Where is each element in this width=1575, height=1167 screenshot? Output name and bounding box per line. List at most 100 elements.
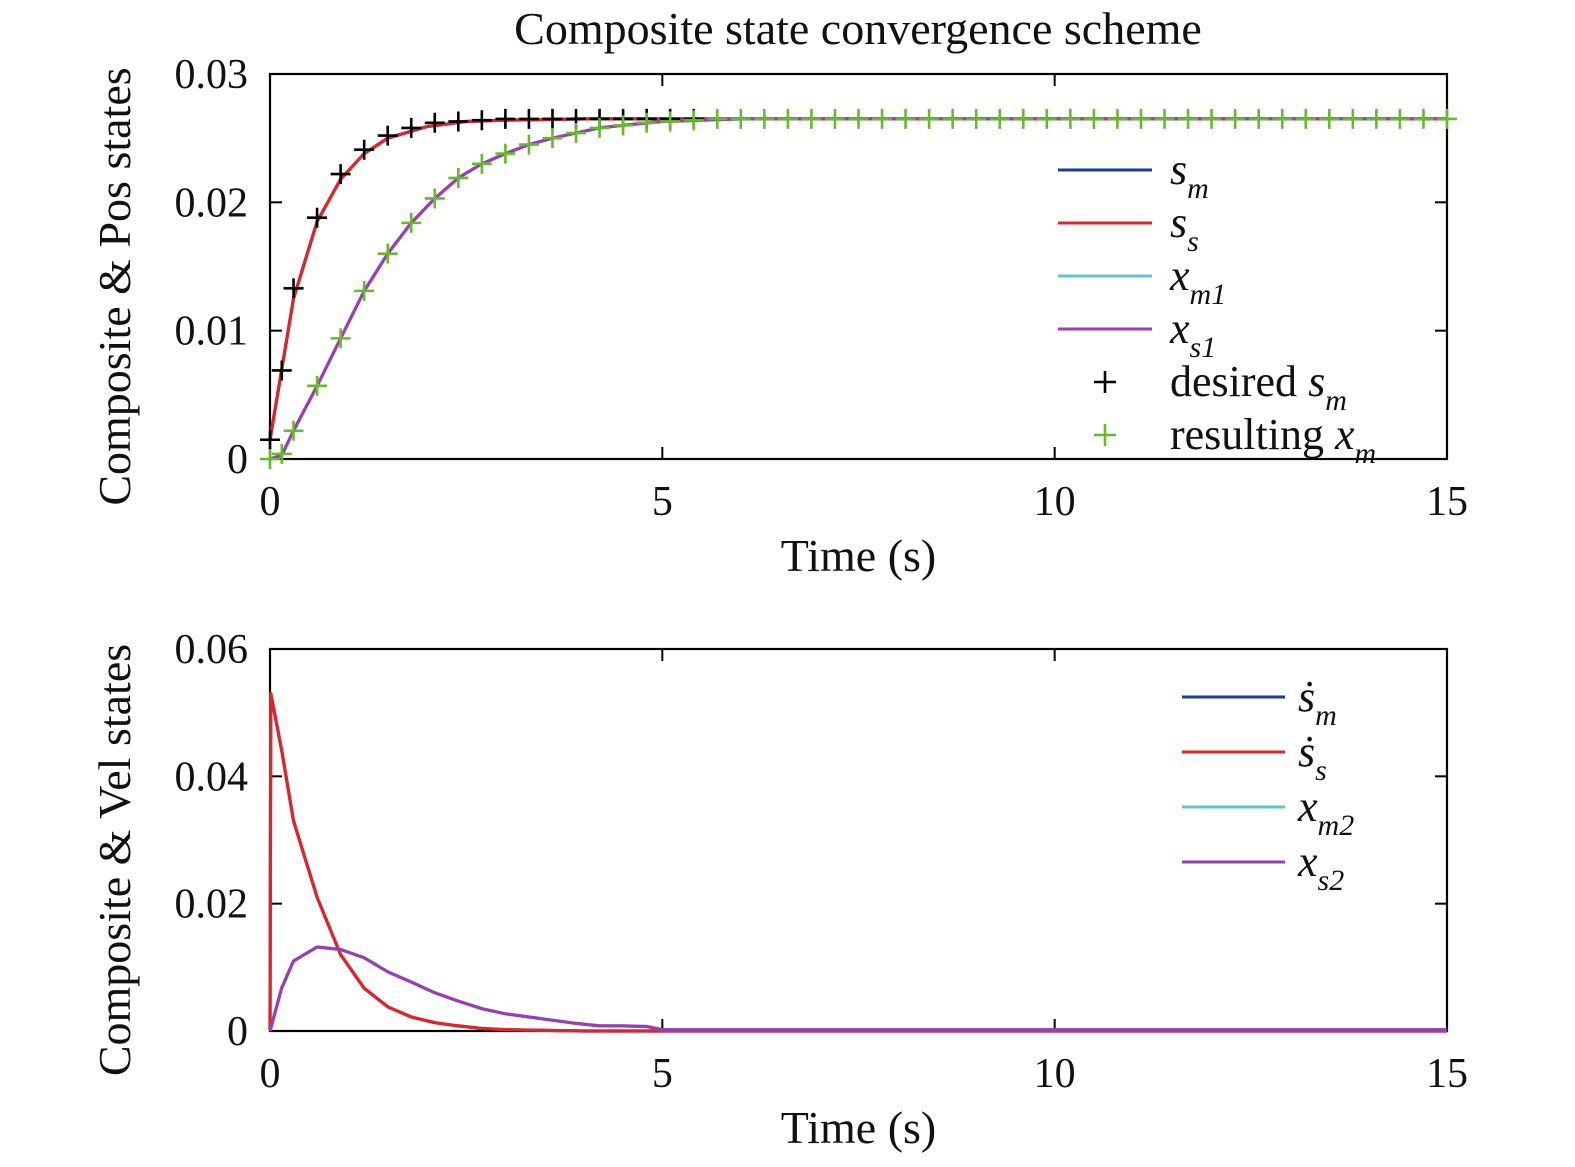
top-marker-resulting-x-m <box>495 143 516 164</box>
top-marker-resulting-x-m <box>707 108 728 129</box>
bottom-ticks: 0 5 10 15 0 0.02 0.04 0.06 <box>175 627 1469 1097</box>
bottom-y-tick-label: 0.02 <box>175 882 249 928</box>
bottom-legend-label-ṡ-s: ṡs <box>1298 727 1327 787</box>
top-series-line-x-m1 <box>269 117 1447 461</box>
bottom-y-axis-label: Composite & Vel states <box>89 644 140 1076</box>
top-marker-resulting-x-m <box>660 111 681 132</box>
bottom-x-tick-label: 15 <box>1426 1051 1468 1097</box>
top-marker-resulting-x-m <box>566 123 587 144</box>
top-legend-swatch-resulting-x-m <box>1094 424 1116 446</box>
top-marker-resulting-x-m <box>283 420 304 441</box>
top-marker-desired-s-m <box>448 111 469 132</box>
top-marker-resulting-x-m <box>1130 108 1151 129</box>
bottom-y-tick-label: 0.04 <box>175 754 249 800</box>
top-marker-resulting-x-m <box>1107 108 1128 129</box>
top-y-tick-label: 0 <box>227 437 248 483</box>
top-marker-desired-s-m <box>401 117 422 138</box>
top-marker-resulting-x-m <box>448 167 469 188</box>
bottom-series-line-x-m2 <box>268 945 1447 1032</box>
top-legend-label-x-s1: xs1 <box>1169 304 1216 364</box>
top-legend-label-s-s: ss <box>1170 198 1199 258</box>
bottom-x-axis-label: Time (s) <box>781 1102 937 1153</box>
top-ticks: 0 5 10 15 0 0.01 0.02 0.03 <box>175 52 1469 525</box>
top-marker-resulting-x-m <box>1366 108 1387 129</box>
top-marker-resulting-x-m <box>1154 108 1175 129</box>
top-marker-desired-s-m <box>518 108 539 129</box>
top-marker-resulting-x-m <box>518 134 539 155</box>
top-marker-resulting-x-m <box>1201 108 1222 129</box>
bottom-x-tick-label: 10 <box>1034 1051 1076 1097</box>
top-marker-resulting-x-m <box>471 153 492 174</box>
bottom-x-tick-label: 5 <box>652 1051 673 1097</box>
top-x-tick-label: 10 <box>1034 479 1076 525</box>
top-y-axis-label: Composite & Pos states <box>89 67 140 505</box>
bottom-y-tick-label: 0 <box>227 1009 248 1055</box>
top-marker-resulting-x-m <box>919 108 940 129</box>
bottom-x-tick-label: 0 <box>260 1051 281 1097</box>
top-marker-desired-s-m <box>424 112 445 133</box>
top-marker-resulting-x-m <box>330 328 351 349</box>
bottom-legend-label-x-m2: xm2 <box>1297 782 1354 842</box>
top-marker-resulting-x-m <box>777 108 798 129</box>
bottom-series <box>268 691 1447 1033</box>
top-marker-resulting-x-m <box>260 449 280 469</box>
bottom-legend-label-ṡ-m: ṡm <box>1298 672 1337 732</box>
top-x-tick-label: 5 <box>652 479 673 525</box>
top-legend-label-x-m1: xm1 <box>1169 251 1226 311</box>
top-marker-resulting-x-m <box>848 108 869 129</box>
bottom-plot-frame <box>268 647 1449 1033</box>
bottom-series-line-x-s2 <box>268 945 1447 1032</box>
top-marker-resulting-x-m <box>1013 108 1034 129</box>
top-marker-resulting-x-m <box>754 108 775 129</box>
top-marker-resulting-x-m <box>1225 108 1246 129</box>
top-marker-resulting-x-m <box>895 108 916 129</box>
top-marker-resulting-x-m <box>424 188 445 209</box>
top-marker-resulting-x-m <box>683 110 704 131</box>
bottom-y-tick-label: 0.06 <box>175 627 249 673</box>
top-marker-resulting-x-m <box>542 128 563 149</box>
top-marker-desired-s-m <box>354 139 375 160</box>
top-legend-label-s-m: sm <box>1170 145 1209 205</box>
top-plot-frame <box>268 72 1449 461</box>
top-y-tick-label: 0.03 <box>175 52 249 98</box>
top-marker-desired-s-m <box>471 110 492 131</box>
top-marker-resulting-x-m <box>377 243 398 264</box>
bottom-legend-label-x-s2: xs2 <box>1297 837 1344 897</box>
top-marker-resulting-x-m <box>354 280 375 301</box>
top-marker-resulting-x-m <box>730 108 751 129</box>
top-marker-resulting-x-m <box>636 112 657 133</box>
top-marker-desired-s-m <box>271 360 292 381</box>
top-marker-resulting-x-m <box>1295 108 1316 129</box>
top-marker-resulting-x-m <box>1178 108 1199 129</box>
top-marker-desired-s-m <box>260 429 280 450</box>
top-x-tick-label: 0 <box>260 479 281 525</box>
top-marker-resulting-x-m <box>1083 108 1104 129</box>
top-series-line-x-s1 <box>269 117 1447 461</box>
top-marker-resulting-x-m <box>1389 108 1410 129</box>
top-marker-desired-s-m <box>307 207 328 228</box>
top-marker-desired-s-m <box>495 108 516 129</box>
top-marker-desired-s-m <box>283 278 304 299</box>
top-marker-resulting-x-m <box>1437 108 1457 129</box>
top-marker-resulting-x-m <box>307 375 328 396</box>
top-x-tick-label: 15 <box>1426 479 1468 525</box>
top-marker-resulting-x-m <box>1319 108 1340 129</box>
top-marker-resulting-x-m <box>1413 108 1434 129</box>
top-y-tick-label: 0.01 <box>175 309 249 355</box>
top-marker-desired-s-m <box>330 164 351 185</box>
top-legend-label-desired-s-m: desired sm <box>1170 357 1347 417</box>
bottom-series-line-ṡ-s <box>268 691 1447 1033</box>
top-marker-resulting-x-m <box>1248 108 1269 129</box>
top-marker-resulting-x-m <box>1342 108 1363 129</box>
top-legend-label-resulting-x-m: resulting xm <box>1170 410 1376 470</box>
top-marker-resulting-x-m <box>824 108 845 129</box>
top-x-axis-label: Time (s) <box>781 530 937 581</box>
top-marker-desired-s-m <box>542 108 563 129</box>
top-y-tick-label: 0.02 <box>175 180 249 226</box>
top-marker-resulting-x-m <box>589 117 610 138</box>
top-marker-resulting-x-m <box>1272 108 1293 129</box>
